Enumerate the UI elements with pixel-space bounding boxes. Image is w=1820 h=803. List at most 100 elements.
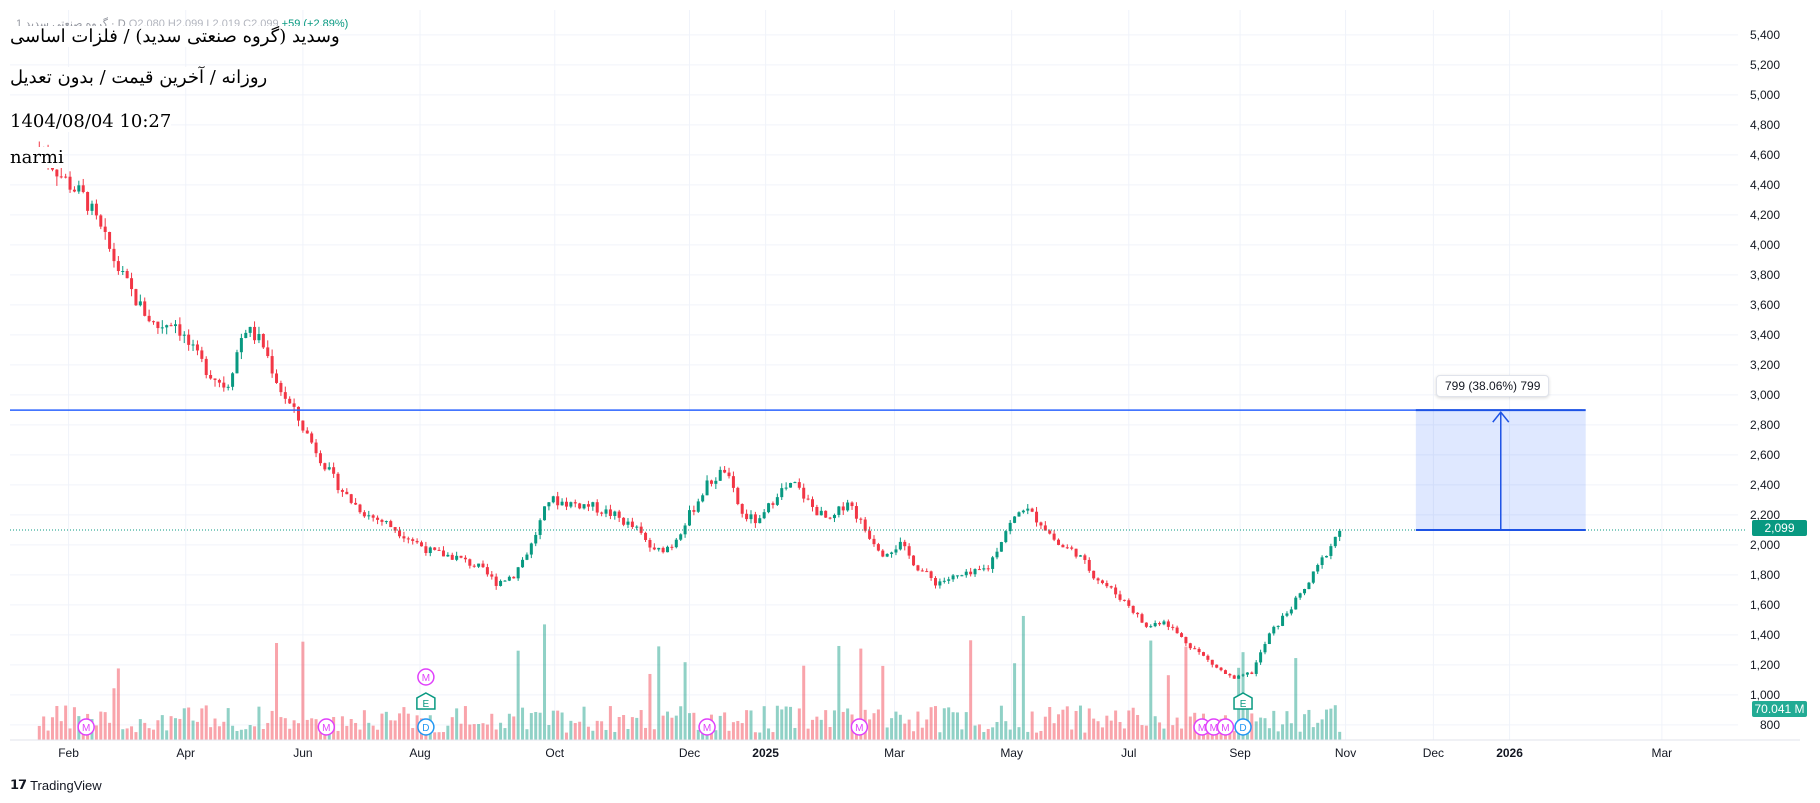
- candle-body: [1030, 508, 1034, 512]
- price-tick-label: 3,400: [1750, 328, 1780, 342]
- volume-bar: [679, 706, 683, 740]
- candle-body: [630, 521, 634, 527]
- volume-bar: [1171, 725, 1175, 740]
- candle-body: [1316, 565, 1320, 572]
- volume-bar: [846, 708, 850, 740]
- candle-body: [121, 271, 125, 273]
- candle-body: [1078, 555, 1082, 557]
- volume-bar: [556, 710, 560, 740]
- volume-bar: [1166, 675, 1170, 740]
- candle-body: [1175, 627, 1179, 634]
- candle-body: [1272, 626, 1276, 634]
- volume-bar: [64, 705, 68, 740]
- volume-bar: [1026, 731, 1030, 740]
- candle-body: [1206, 655, 1210, 660]
- volume-bar: [1338, 731, 1342, 740]
- earnings-marker-icon[interactable]: E: [1233, 692, 1253, 710]
- volume-bar: [327, 732, 331, 740]
- marker-letter: M: [82, 723, 90, 734]
- candle-body: [103, 226, 107, 232]
- volume-bar: [68, 728, 72, 740]
- candle-body: [1259, 652, 1263, 663]
- candle-body: [376, 517, 380, 520]
- candle-body: [428, 547, 432, 554]
- chart-author: narmi: [10, 147, 64, 168]
- price-tick-label: 5,200: [1750, 58, 1780, 72]
- candle-body: [340, 490, 344, 492]
- dividend-marker-icon[interactable]: M: [417, 668, 435, 686]
- earnings-marker-icon[interactable]: E: [416, 692, 436, 710]
- candle-body: [837, 506, 841, 515]
- candle-body: [543, 506, 547, 521]
- candle-body: [195, 344, 199, 351]
- candle-body: [160, 327, 164, 329]
- volume-bar: [340, 716, 344, 740]
- volume-bar: [1100, 727, 1104, 740]
- volume-bar: [1316, 722, 1320, 740]
- candle-body: [749, 514, 753, 520]
- candle-body: [305, 430, 309, 434]
- candle-body: [415, 540, 419, 543]
- candle-body: [275, 373, 279, 383]
- candle-body: [986, 568, 990, 570]
- volume-bar: [398, 713, 402, 740]
- candle-body: [1017, 512, 1021, 517]
- price-tick-label: 2,200: [1750, 508, 1780, 522]
- volume-bar: [266, 722, 270, 740]
- split-marker-icon[interactable]: D: [1234, 718, 1252, 736]
- candle-body: [709, 480, 713, 484]
- volume-bar: [797, 708, 801, 740]
- volume-bar: [644, 727, 648, 740]
- volume-bar: [178, 718, 182, 740]
- candle-body: [1307, 582, 1311, 589]
- volume-bar: [582, 706, 586, 740]
- dividend-marker-icon[interactable]: M: [1216, 718, 1235, 736]
- price-axis[interactable]: 5,400 5,200 5,000 4,800 4,600 4,400 4,200 4,000…: [1750, 28, 1780, 732]
- volume-bar: [226, 708, 230, 740]
- dividend-marker-icon[interactable]: M: [850, 718, 869, 736]
- candle-body: [1144, 622, 1148, 627]
- candle-body: [209, 375, 213, 379]
- candle-body: [551, 496, 555, 503]
- dividend-marker-icon[interactable]: M: [77, 718, 95, 736]
- volume-bar: [573, 723, 577, 740]
- volume-bar: [248, 724, 252, 740]
- volume-bar: [490, 713, 494, 740]
- volume-bar: [108, 722, 112, 740]
- volume-bar: [292, 720, 296, 740]
- volume-bar: [494, 729, 498, 740]
- marker-circle: [77, 718, 95, 736]
- time-axis[interactable]: Feb Apr Jun Aug Oct Dec 2025 Mar May Jul Sep Nov Dec…: [10, 739, 1800, 760]
- volume-bar: [885, 727, 889, 740]
- candle-body: [187, 334, 191, 345]
- candle-body: [257, 333, 261, 341]
- candle-body: [521, 559, 525, 568]
- candle-body: [1180, 633, 1184, 637]
- dividend-marker-icon[interactable]: M: [698, 718, 716, 736]
- candle-body: [446, 554, 450, 557]
- volume-bar: [257, 706, 261, 740]
- candle-body: [947, 579, 951, 581]
- price-tick-label: 1,000: [1750, 688, 1780, 702]
- price-range-measure[interactable]: [1415, 409, 1586, 531]
- candle-body: [349, 494, 353, 503]
- chart-title: وسدید (گروه صنعتی سدید) / فلزات اساسی: [10, 26, 340, 47]
- split-marker-icon[interactable]: D: [417, 718, 435, 736]
- dividend-marker-icon[interactable]: M: [317, 718, 336, 736]
- marker-circle: [417, 668, 435, 686]
- candle-body: [362, 512, 366, 517]
- price-tick-label: 2,400: [1750, 478, 1780, 492]
- candle-body: [81, 185, 85, 193]
- candle-body: [617, 511, 621, 518]
- volume-bar: [1307, 709, 1311, 740]
- tradingview-brand[interactable]: 𝟭𝟳 TradingView: [10, 777, 102, 793]
- candle-body: [165, 325, 169, 328]
- volume-bar: [112, 688, 116, 740]
- candle-body: [1127, 600, 1131, 606]
- volume-bar: [951, 712, 955, 740]
- volume-bar: [657, 646, 661, 740]
- price-tick-label: 1,600: [1750, 598, 1780, 612]
- resistance-line[interactable]: [10, 409, 1745, 531]
